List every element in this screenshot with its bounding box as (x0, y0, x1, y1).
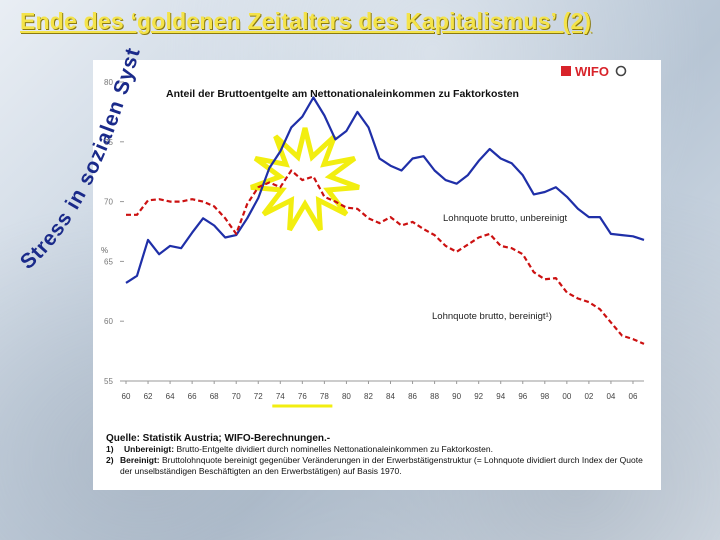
x-tick-label: 76 (298, 392, 307, 401)
y-tick-label: 65 (104, 257, 113, 266)
curved-caption: Stress in sozialen Systemen (0, 40, 144, 274)
x-tick-label: 60 (122, 392, 131, 401)
burst-icon (250, 127, 360, 232)
note-text: Bruttolohnquote bereinigt gegenüber Verä… (119, 455, 643, 476)
source-notes: Quelle: Statistik Austria; WIFO-Berechnu… (106, 433, 656, 477)
burst-shape (250, 127, 360, 232)
slide-title: Ende des ‘goldenen Zeitalters des Kapita… (20, 8, 592, 34)
x-tick-label: 98 (540, 392, 549, 401)
note-text: Brutto-Entgelte dividiert durch nominell… (176, 444, 493, 454)
x-tick-label: 80 (342, 392, 351, 401)
x-tick-label: 64 (166, 392, 175, 401)
x-tick-label: 00 (562, 392, 571, 401)
source-heading: Quelle: Statistik Austria; WIFO-Berechnu… (106, 433, 331, 444)
series-label-2: Lohnquote brutto, bereinigt¹) (432, 311, 552, 322)
y-tick-label: 75 (104, 138, 113, 147)
x-tick-label: 86 (408, 392, 417, 401)
x-tick-label: 84 (386, 392, 395, 401)
note-label: Unbereinigt: (124, 444, 175, 454)
source-note-2: 2) Bereinigt: Bruttolohnquote bereinigt … (106, 455, 656, 477)
x-tick-label: 72 (254, 392, 263, 401)
series-line-2 (126, 169, 645, 345)
x-tick-label: 62 (144, 392, 153, 401)
wifo-logo-square (561, 66, 571, 76)
x-tick-label: 94 (496, 392, 505, 401)
y-tick-label: 55 (104, 377, 113, 386)
chart-panel (93, 60, 661, 490)
x-tick-label: 92 (474, 392, 483, 401)
x-tick-label: 78 (320, 392, 329, 401)
series-line-1 (125, 96, 645, 284)
x-tick-label: 88 (430, 392, 439, 401)
series-label-1: Lohnquote brutto, unbereinigt (443, 213, 567, 224)
source-note-1: 1) Unbereinigt: Brutto-Entgelte dividier… (106, 444, 656, 455)
x-tick-label: 66 (188, 392, 197, 401)
note-number: 2) (106, 455, 114, 465)
y-unit-label: % (101, 246, 108, 255)
x-tick-label: 02 (584, 392, 593, 401)
y-tick-label: 60 (104, 317, 113, 326)
wifo-logo-text: WIFO (575, 64, 609, 79)
y-tick-label: 80 (104, 78, 113, 87)
note-label: Bereinigt: (119, 455, 160, 465)
x-tick-label: 04 (606, 392, 615, 401)
x-tick-label: 74 (276, 392, 285, 401)
wifo-logo: WIFO (561, 64, 627, 79)
x-tick-label: 68 (210, 392, 219, 401)
note-number: 1) (106, 444, 114, 454)
y-tick-label: 70 (104, 198, 113, 207)
chart-title: Anteil der Bruttoentgelte am Nettonation… (166, 88, 519, 100)
x-tick-label: 06 (629, 392, 638, 401)
x-tick-label: 96 (518, 392, 527, 401)
x-tick-label: 70 (232, 392, 241, 401)
wifo-logo-ring (615, 65, 627, 77)
x-tick-label: 82 (364, 392, 373, 401)
x-tick-label: 90 (452, 392, 461, 401)
